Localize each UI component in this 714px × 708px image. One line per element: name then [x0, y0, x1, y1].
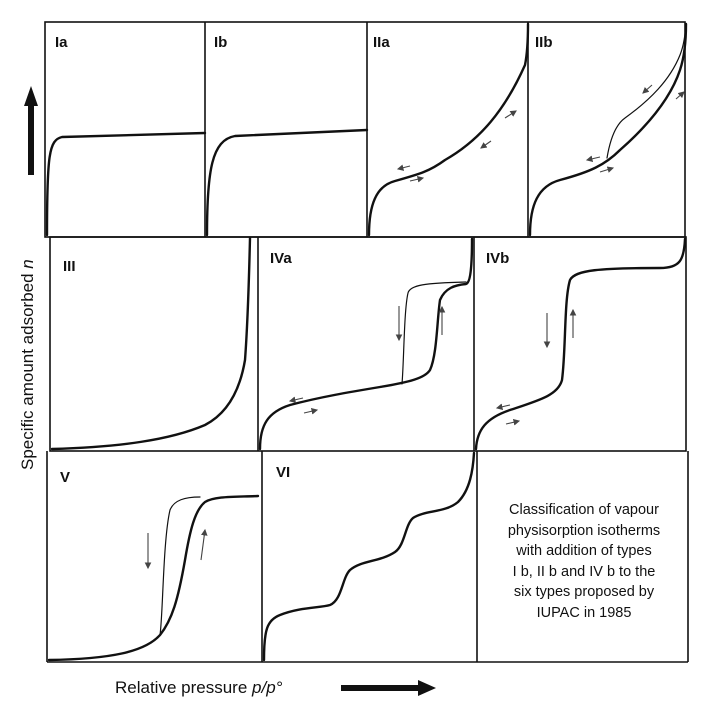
isotherm-curve-IIa [367, 22, 530, 237]
isotherm-curve-V-desorption [159, 496, 201, 636]
panel-label-Ib: Ib [214, 34, 227, 51]
panel-label-Ia: Ia [55, 34, 68, 51]
arrow-right-icon [409, 176, 425, 183]
arrow-right-icon [599, 166, 615, 173]
panel-label-III: III [63, 258, 76, 275]
arrow-left-icon [480, 140, 492, 149]
arrow-left-icon [288, 396, 304, 403]
classification-caption: Classification of vapour physisorption i… [480, 500, 688, 623]
panel-label-V: V [60, 469, 70, 486]
arrow-left-icon [585, 155, 601, 162]
panel-label-IIa: IIa [373, 34, 390, 51]
arrow-right-icon [505, 419, 521, 426]
panel-label-VI: VI [276, 464, 290, 481]
caption-line: with addition of types [516, 543, 652, 559]
isotherm-curve-V-adsorption [47, 494, 260, 662]
caption-line: six types proposed by [513, 584, 655, 600]
arrow-up-icon [200, 528, 208, 561]
isotherm-curve-IVa-adsorption [258, 237, 474, 451]
y-axis-arrow-icon [24, 86, 38, 175]
isotherm-curve-IVb [474, 237, 687, 451]
isotherm-curve-VI [262, 451, 476, 662]
isotherm-curve-IIb-desorption [606, 23, 687, 159]
arrow-right-icon [303, 408, 319, 415]
caption-line: Classification of vapour [509, 502, 659, 518]
y-axis-title: Specific amount adsorbed n [18, 259, 37, 470]
isotherm-curve-IVa-desorption [401, 281, 467, 385]
panel-frames [44, 21, 689, 663]
arrow-right-icon [504, 110, 517, 119]
arrow-left-icon [642, 84, 653, 94]
caption-line: IUPAC in 1985 [536, 604, 632, 621]
panel-label-IVb: IVb [486, 250, 509, 267]
panel-label-IVa: IVa [270, 250, 292, 267]
isotherm-curve-Ib [205, 128, 369, 237]
hysteresis-arrows [144, 84, 685, 570]
panel-label-IIb: IIb [535, 34, 553, 51]
caption-line: I b, II b and IV b to the [512, 563, 656, 580]
arrow-left-icon [495, 403, 511, 410]
isotherm-curve-IIb-adsorption [528, 22, 688, 237]
isotherm-curve-III [50, 236, 252, 451]
x-axis-arrow-icon [341, 680, 436, 696]
isotherm-curve-Ia [45, 131, 207, 237]
row2-frame [49, 236, 687, 452]
caption-line: physisorption isotherms [507, 522, 661, 539]
arrow-right-icon [675, 91, 685, 100]
arrow-left-icon [396, 164, 411, 171]
x-axis-title: Relative pressure p/p° [115, 678, 283, 697]
